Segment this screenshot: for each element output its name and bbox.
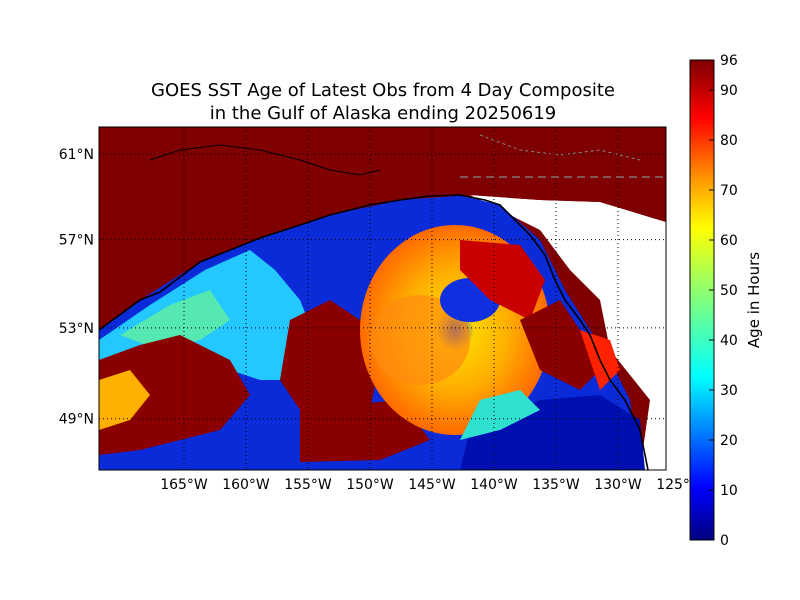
- longitude-labels: 165°W 160°W 155°W 150°W 145°W 140°W 135°W 130°W…: [160, 477, 704, 493]
- south-old-data: [300, 400, 430, 462]
- longitude-label: 140°W: [470, 477, 518, 493]
- colorbar-tick-label: 50: [720, 283, 738, 299]
- longitude-label: 150°W: [346, 477, 394, 493]
- interior-lakes: [149, 144, 381, 176]
- colorbar-tick-label: 96: [720, 53, 738, 69]
- swirl-orange-core: [370, 295, 470, 385]
- latitude-label: 53°N: [59, 321, 94, 337]
- longitude-label: 130°W: [594, 477, 642, 493]
- colorbar-tick-label: 80: [720, 133, 738, 149]
- longitude-label: 160°W: [222, 477, 270, 493]
- colorbar-gradient: [689, 59, 715, 541]
- graticule: [99, 127, 666, 470]
- coastal-old-data: [520, 300, 600, 390]
- no-data-region: [470, 195, 666, 470]
- longitude-label: 155°W: [284, 477, 332, 493]
- green-band: [120, 290, 230, 350]
- southwest-yellow-patch: [99, 370, 150, 430]
- colorbar-tick-label: 40: [720, 333, 738, 349]
- colorbar-ticks: 0 10 20 30 40 50 60 70 80 90 96: [709, 53, 738, 549]
- colorbar-tick-label: 90: [720, 83, 738, 99]
- longitude-label: 165°W: [160, 477, 208, 493]
- sst-map: [99, 127, 666, 470]
- colorbar-tick-label: 10: [720, 483, 738, 499]
- colorbar-tick-label: 20: [720, 433, 738, 449]
- latitude-label: 61°N: [59, 147, 94, 163]
- colorbar-tick-label: 70: [720, 183, 738, 199]
- map-title-line-2: in the Gulf of Alaska ending 20250619: [209, 103, 557, 124]
- colorbar-tick-label: 60: [720, 233, 738, 249]
- latitude-label: 49°N: [59, 412, 94, 428]
- southeast-recent-data: [460, 395, 645, 470]
- latitude-label: 57°N: [59, 233, 94, 249]
- colorbar-tick-label: 0: [720, 533, 729, 549]
- southeast-cyan-patch: [460, 390, 540, 440]
- longitude-label: 145°W: [408, 477, 456, 493]
- latitude-labels: 61°N 57°N 53°N 49°N: [59, 147, 94, 428]
- coastline: [99, 194, 649, 470]
- longitude-label: 135°W: [532, 477, 580, 493]
- southwest-old-data: [99, 335, 250, 455]
- alaska-land: [99, 127, 666, 330]
- northeast-red-patch: [460, 240, 545, 320]
- map-title-line-1: GOES SST Age of Latest Obs from 4 Day Co…: [151, 80, 615, 101]
- colorbar-label: Age in Hours: [745, 252, 763, 348]
- colorbar-tick-label: 30: [720, 383, 738, 399]
- colorbar: 0 10 20 30 40 50 60 70 80 90 96 Age in Hours: [689, 53, 763, 549]
- map-frame: [98, 126, 667, 471]
